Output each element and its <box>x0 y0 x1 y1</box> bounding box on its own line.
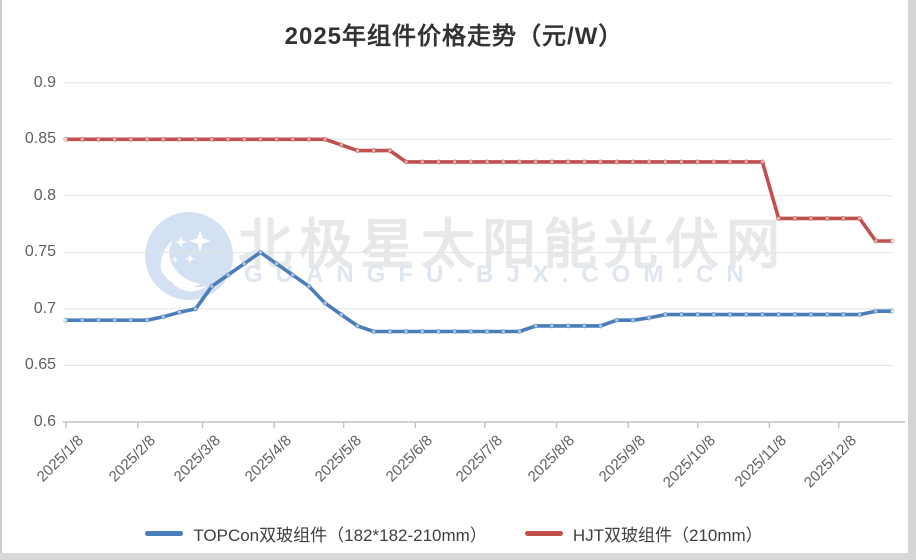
y-tick-label: 0.9 <box>33 73 56 91</box>
legend-item-hjt: HJT双玻组件（210mm） <box>524 521 763 546</box>
y-tick-label: 0.7 <box>33 299 56 317</box>
watermark-brand-text: 北极星太阳能光伏网 <box>238 215 787 275</box>
chart-legend: TOPCon双玻组件（182*182-210mm） HJT双玻组件（210mm） <box>0 521 908 546</box>
scrollbar-track[interactable] <box>908 0 916 553</box>
legend-label-hjt: HJT双玻组件（210mm） <box>572 526 763 545</box>
page-background-edge <box>0 553 916 560</box>
y-tick-label: 0.85 <box>24 130 56 148</box>
window-left-edge <box>0 0 2 560</box>
watermark-logo-icon <box>145 212 233 300</box>
hjt-line-swatch <box>524 531 563 536</box>
y-tick-label: 0.75 <box>24 243 56 261</box>
watermark-url-text: GUANGFU.BJX.COM.CN <box>244 261 757 288</box>
topcon-line-swatch <box>145 531 184 536</box>
y-tick-label: 0.65 <box>24 356 56 374</box>
chart-title: 2025年组件价格走势（元/W） <box>284 23 624 50</box>
legend-label-topcon: TOPCon双玻组件（182*182-210mm） <box>193 526 487 545</box>
legend-item-topcon: TOPCon双玻组件（182*182-210mm） <box>145 521 487 546</box>
y-tick-label: 0.6 <box>33 413 56 430</box>
y-tick-label: 0.8 <box>33 186 56 204</box>
